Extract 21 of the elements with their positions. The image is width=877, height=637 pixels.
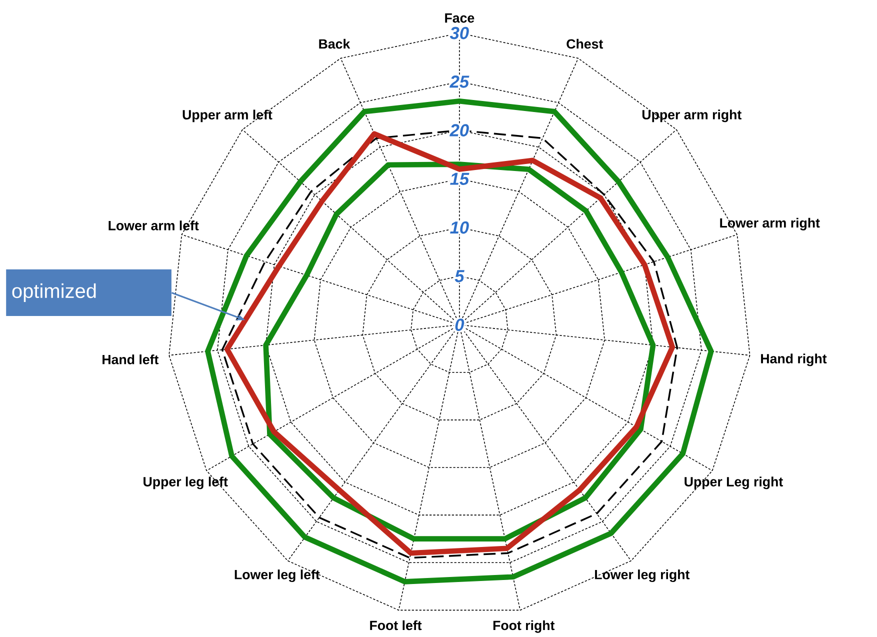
y-tick-label: 25 [450,76,470,88]
spoke-label: Face [445,13,474,23]
spoke-label: Hand right [761,354,827,366]
spoke-label: Chest [566,38,604,49]
spoke-label: Foot left [370,620,422,630]
y-tick-label: 15 [450,172,470,185]
spoke-label: Upper leg left [144,476,228,490]
spoke-label: Upper arm left [182,110,272,122]
y-tick-label: 30 [450,26,469,40]
y-tick-label: 0 [455,318,464,331]
y-tick-label: 10 [450,221,469,234]
spoke-label: Lower arm left [108,220,199,230]
spoke-label: Hand left [102,354,159,364]
spoke-label: Upper Leg right [684,476,783,490]
spoke-label: Back [319,38,350,49]
y-tick-label: 5 [454,270,464,282]
spoke-label: Foot right [493,620,555,633]
spoke-label: Lower arm right [720,218,820,230]
spoke-label: Lower leg left [234,570,320,582]
text: optimized [12,283,96,302]
spoke-label: Upper arm right [642,110,742,122]
